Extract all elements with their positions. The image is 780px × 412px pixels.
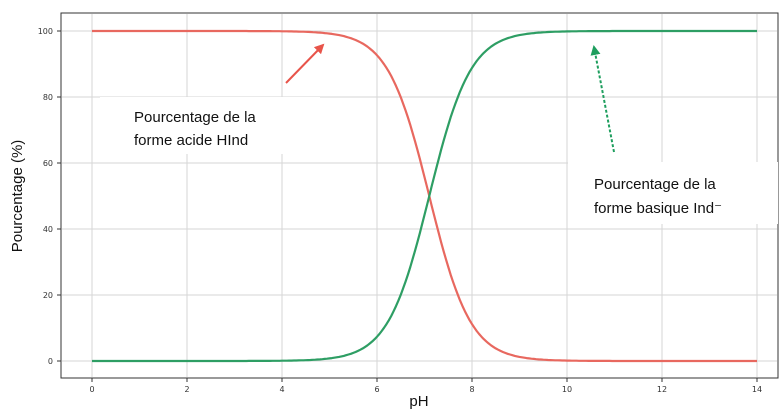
acid-annotation-line2: forme acide HInd xyxy=(134,132,248,149)
x-tick-label-2: 4 xyxy=(279,385,284,394)
x-tick-label-5: 10 xyxy=(562,385,572,394)
base-annotation-line1: Pourcentage de la xyxy=(594,176,716,193)
series-line-acid xyxy=(92,29,757,363)
base-annotation-line2: forme basique Ind⁻ xyxy=(594,200,722,217)
acid-annotation-box xyxy=(100,97,320,154)
x-tick-label-4: 8 xyxy=(469,385,474,394)
series-lines xyxy=(92,29,757,363)
x-tick-label-6: 12 xyxy=(657,385,667,394)
x-axis-label: pH xyxy=(409,393,428,410)
y-axis-label: Pourcentage (%) xyxy=(9,140,26,253)
x-tick-label-1: 2 xyxy=(184,385,189,394)
y-tick-label-1: 20 xyxy=(43,291,53,300)
tick-labels: 0 2 4 6 8 10 12 14 0 20 40 60 80 100 xyxy=(38,27,762,394)
base-annotation-box xyxy=(568,162,778,224)
y-tick-label-2: 40 xyxy=(43,225,53,234)
y-tick-label-3: 60 xyxy=(43,159,53,168)
base-arrow xyxy=(590,45,615,153)
series-line-base xyxy=(92,29,757,363)
acid-annotation-line1: Pourcentage de la xyxy=(134,109,256,126)
x-tick-label-0: 0 xyxy=(89,385,94,394)
y-tick-label-0: 0 xyxy=(48,357,53,366)
acid-arrow xyxy=(285,43,325,84)
x-tick-label-7: 14 xyxy=(752,385,762,394)
y-tick-label-4: 80 xyxy=(43,93,53,102)
x-tick-label-3: 6 xyxy=(374,385,379,394)
y-tick-label-5: 100 xyxy=(38,27,53,36)
